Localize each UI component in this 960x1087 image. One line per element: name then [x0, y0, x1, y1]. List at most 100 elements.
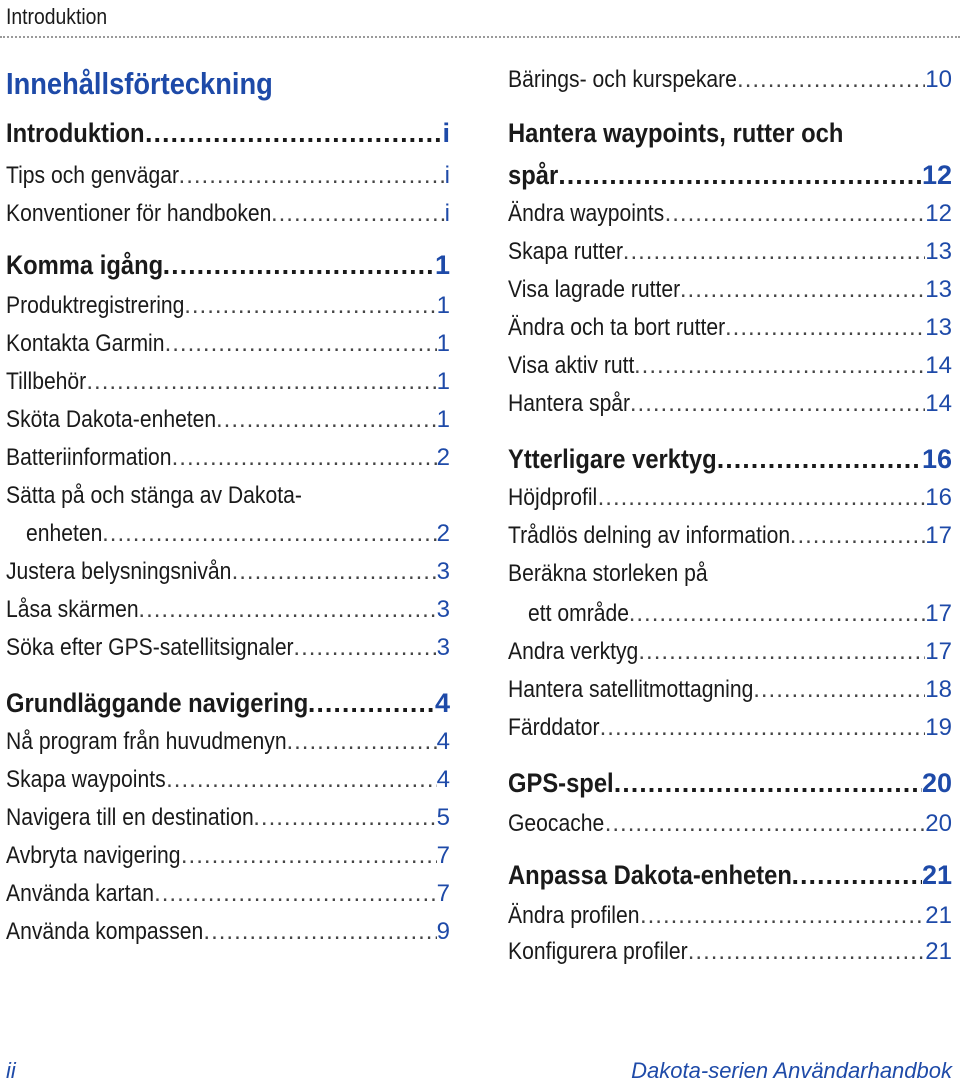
- toc-page-number: 7: [436, 842, 450, 869]
- toc-entry[interactable]: Ändra profilen 21: [508, 902, 952, 930]
- toc-entry-title: Trådlös delning av information: [508, 522, 791, 549]
- toc-entry[interactable]: enheten 2: [6, 520, 450, 548]
- toc-entry[interactable]: Bärings- och kurspekare 10: [508, 66, 952, 94]
- toc-entry[interactable]: Trådlös delning av information 17: [508, 522, 952, 550]
- toc-entry-title: Tips och genvägar: [6, 162, 179, 189]
- toc-entry[interactable]: Produktregistrering 1: [6, 292, 450, 320]
- toc-page-number: 5: [436, 804, 450, 831]
- toc-entry-title: Visa lagrade rutter: [508, 276, 681, 303]
- toc-entry-title: ett område: [528, 600, 629, 627]
- toc-entry[interactable]: Navigera till en destination 5: [6, 804, 450, 832]
- toc-page-number: 4: [436, 766, 450, 793]
- toc-entry[interactable]: Skapa waypoints 4: [6, 766, 450, 794]
- toc-leader-dots: [138, 596, 436, 624]
- toc-leader-dots: [737, 66, 925, 94]
- toc-entry[interactable]: Visa aktiv rutt 14: [508, 352, 952, 380]
- toc-leader-dots: [166, 766, 437, 794]
- toc-page-number: 2: [436, 444, 450, 471]
- toc-leader-dots: [630, 390, 925, 418]
- toc-entry[interactable]: Hantera satellitmottagning 18: [508, 676, 952, 704]
- toc-entry-title: spår: [508, 160, 559, 190]
- toc-entry[interactable]: Hantera spår 14: [508, 390, 952, 418]
- toc-entry-title: Geocache: [508, 810, 605, 837]
- toc-page-number: 13: [925, 238, 952, 265]
- toc-entry[interactable]: Höjdprofil 16: [508, 484, 952, 512]
- toc-leader-dots: [790, 522, 926, 550]
- toc-entry-title: Höjdprofil: [508, 484, 598, 511]
- toc-entry[interactable]: Konventioner för handboken i: [6, 200, 450, 228]
- toc-section-entry[interactable]: Komma igång 1: [6, 250, 450, 281]
- toc-leader-dots: [86, 368, 436, 396]
- toc-page-number: i: [444, 162, 450, 189]
- toc-entry[interactable]: Justera belysningsnivån 3: [6, 558, 450, 586]
- toc-page-number: 21: [925, 938, 952, 965]
- toc-section-entry[interactable]: Introduktion i: [6, 118, 450, 149]
- toc-title: Innehållsförteckning: [6, 66, 273, 101]
- toc-entry[interactable]: ett område 17: [508, 600, 952, 628]
- toc-section-entry[interactable]: Grundläggande navigering 4: [6, 688, 450, 719]
- toc-entry[interactable]: Andra verktyg 17: [508, 638, 952, 666]
- toc-leader-dots: [665, 200, 926, 228]
- toc-entry-title: Ändra waypoints: [508, 200, 665, 227]
- toc-entry-title: Justera belysningsnivån: [6, 558, 232, 585]
- toc-entry[interactable]: Låsa skärmen 3: [6, 596, 450, 624]
- toc-entry[interactable]: Geocache 20: [508, 810, 952, 838]
- toc-page-number: 1: [436, 330, 450, 357]
- header-divider: [0, 36, 960, 38]
- toc-page-number: 1: [436, 292, 450, 319]
- toc-page-number: 21: [921, 860, 952, 890]
- toc-entry[interactable]: Nå program från huvudmenyn 4: [6, 728, 450, 756]
- toc-entry[interactable]: Tips och genvägar i: [6, 162, 450, 190]
- toc-page-number: 7: [436, 880, 450, 907]
- toc-entry[interactable]: Visa lagrade rutter 13: [508, 276, 952, 304]
- toc-page-number: 3: [436, 558, 450, 585]
- toc-page-number: 1: [436, 368, 450, 395]
- toc-entry-title: Anpassa Dakota-enheten: [508, 860, 792, 890]
- toc-entry[interactable]: Avbryta navigering 7: [6, 842, 450, 870]
- toc-entry-label: Hantera waypoints, rutter och: [508, 118, 844, 148]
- toc-entry-label: Sätta på och stänga av Dakota-: [6, 482, 302, 509]
- toc-entry-title: Låsa skärmen: [6, 596, 139, 623]
- toc-leader-dots: [558, 160, 922, 191]
- toc-page-number: 3: [436, 596, 450, 623]
- footer-manual-title: Dakota-serien Användarhandbok: [631, 1058, 952, 1083]
- toc-entry-title: Produktregistrering: [6, 292, 185, 319]
- toc-entry-title: Konfigurera profiler: [508, 938, 688, 965]
- toc-leader-dots: [293, 634, 436, 662]
- toc-entry[interactable]: Kontakta Garmin 1: [6, 330, 450, 358]
- toc-leader-dots: [203, 918, 436, 946]
- toc-entry[interactable]: Batteriinformation 2: [6, 444, 450, 472]
- toc-entry-title: Använda kompassen: [6, 918, 204, 945]
- toc-entry[interactable]: Ändra waypoints 12: [508, 200, 952, 228]
- toc-entry[interactable]: Söka efter GPS-satellitsignaler 3: [6, 634, 450, 662]
- toc-leader-dots: [638, 638, 925, 666]
- toc-section-entry[interactable]: spår 12: [508, 160, 952, 191]
- toc-entry-title: Söka efter GPS-satellitsignaler: [6, 634, 294, 661]
- toc-section-entry[interactable]: Anpassa Dakota-enheten 21: [508, 860, 952, 891]
- toc-entry[interactable]: Färddator 19: [508, 714, 952, 742]
- toc-leader-dots: [172, 444, 437, 472]
- toc-leader-dots: [163, 250, 435, 281]
- toc-entry[interactable]: Skapa rutter 13: [508, 238, 952, 266]
- toc-leader-dots: [179, 162, 445, 190]
- toc-section-entry[interactable]: GPS-spel 20: [508, 768, 952, 799]
- toc-leader-dots: [640, 902, 925, 930]
- toc-page-number: 3: [436, 634, 450, 661]
- toc-entry[interactable]: Konfigurera profiler 21: [508, 938, 952, 966]
- toc-entry[interactable]: Använda kartan 7: [6, 880, 450, 908]
- toc-page-number: 1: [436, 406, 450, 433]
- toc-page-number: 14: [925, 390, 952, 417]
- toc-entry[interactable]: Använda kompassen 9: [6, 918, 450, 946]
- toc-entry-title: GPS-spel: [508, 768, 614, 798]
- toc-entry[interactable]: Ändra och ta bort rutter 13: [508, 314, 952, 342]
- toc-entry[interactable]: Sköta Dakota-enheten 1: [6, 406, 450, 434]
- toc-leader-dots: [145, 118, 442, 149]
- toc-page-number: i: [442, 118, 450, 148]
- toc-entry[interactable]: Tillbehör 1: [6, 368, 450, 396]
- toc-section-entry[interactable]: Ytterligare verktyg 16: [508, 444, 952, 475]
- toc-leader-dots: [680, 276, 925, 304]
- toc-entry-title: Batteriinformation: [6, 444, 172, 471]
- toc-page-number: 2: [436, 520, 450, 547]
- toc-leader-dots: [308, 688, 435, 719]
- toc-leader-dots: [600, 714, 926, 742]
